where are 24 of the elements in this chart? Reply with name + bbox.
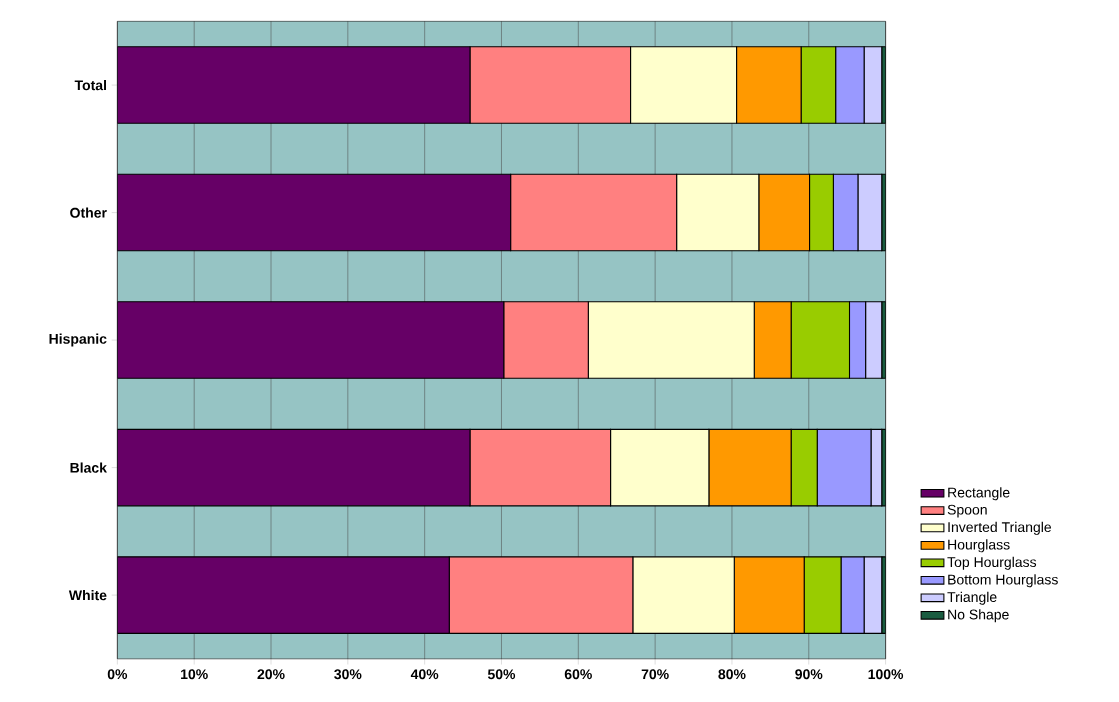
x-tick-label: 90% bbox=[795, 669, 823, 680]
y-tick-label: Black bbox=[70, 462, 107, 473]
legend-label: Spoon bbox=[947, 504, 987, 518]
x-tick-label: 80% bbox=[718, 669, 746, 680]
y-tick-label: White bbox=[68, 590, 107, 601]
x-tick-label: 40% bbox=[410, 669, 439, 680]
x-tick-label: 10% bbox=[181, 669, 208, 680]
x-tick-label: 50% bbox=[487, 669, 516, 680]
x-tick-label: 60% bbox=[564, 669, 592, 680]
legend-label: Hourglass bbox=[948, 539, 1010, 553]
y-tick-label: Total bbox=[74, 80, 106, 91]
x-tick-label: 30% bbox=[334, 669, 362, 680]
x-tick-label: 20% bbox=[257, 669, 285, 680]
y-tick-label: Other bbox=[70, 207, 107, 218]
x-tick-label: 100% bbox=[868, 669, 904, 680]
x-tick-label: 70% bbox=[641, 669, 669, 680]
legend-label: Inverted Triangle bbox=[948, 522, 1052, 536]
legend-label: Top Hourglass bbox=[947, 557, 1037, 571]
x-tick-label: 0% bbox=[107, 669, 128, 680]
legend-label: Rectangle bbox=[948, 487, 1010, 501]
legend-label: Bottom Hourglass bbox=[948, 574, 1058, 588]
legend-label: No Shape bbox=[948, 609, 1009, 623]
legend-label: Triangle bbox=[947, 591, 997, 606]
y-tick-label: Hispanic bbox=[49, 333, 107, 347]
